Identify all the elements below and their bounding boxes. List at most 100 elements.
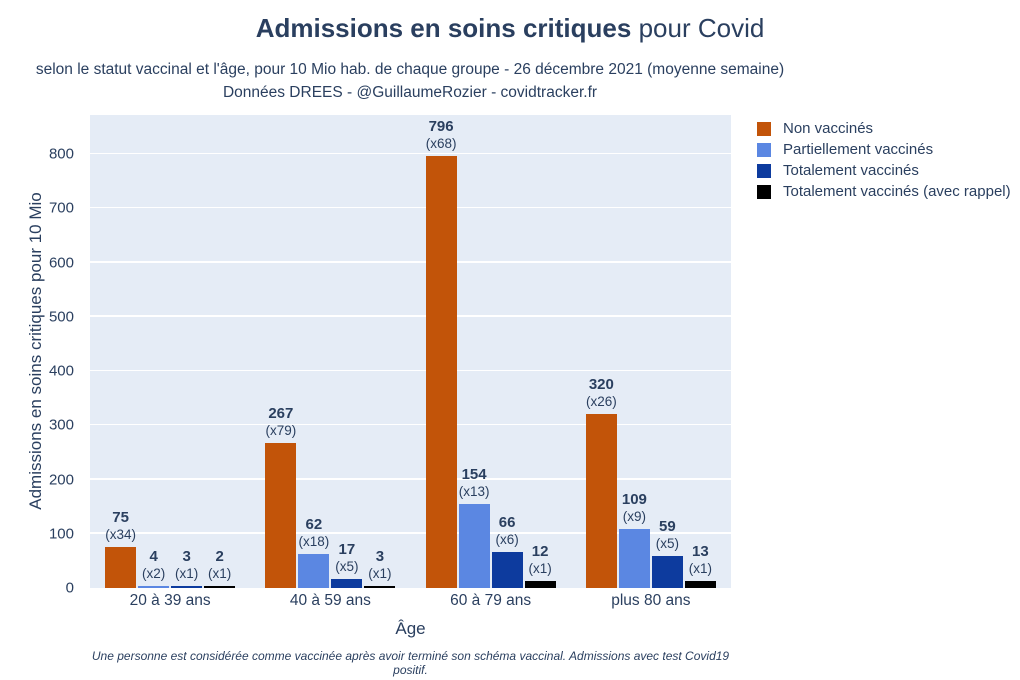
- bar-value-label: 320: [588, 376, 614, 394]
- bar[interactable]: [331, 579, 363, 588]
- y-tick-label: 200: [48, 471, 74, 489]
- gridline: [90, 532, 731, 534]
- legend: Non vaccinés Partiellement vaccinés Totale…: [757, 120, 1011, 200]
- bar-wrap: 62 (x18): [298, 516, 330, 588]
- bar-wrap: 2 (x1): [204, 548, 236, 588]
- bar-label: 75 (x34): [105, 509, 136, 544]
- bar-multiplier-label: (x79): [265, 423, 297, 439]
- bar-multiplier-label: (x68): [425, 136, 457, 152]
- bar-multiplier-label: (x1): [528, 561, 552, 577]
- bar[interactable]: [105, 547, 137, 588]
- bar[interactable]: [524, 581, 556, 588]
- bar[interactable]: [491, 552, 523, 588]
- bar[interactable]: [138, 586, 170, 588]
- bar-value-label: 154: [461, 466, 487, 484]
- bar-group: 796 (x68) 154 (x13) 66 (x6) 12 (x1): [411, 118, 571, 588]
- bar-value-label: 4: [149, 548, 158, 566]
- bar[interactable]: [618, 529, 650, 588]
- bar-wrap: 154 (x13): [458, 466, 490, 588]
- bar[interactable]: [425, 156, 457, 588]
- legend-item[interactable]: Non vaccinés: [757, 120, 1011, 137]
- bar-multiplier-label: (x1): [175, 566, 199, 582]
- bar-value-label: 66: [498, 514, 516, 532]
- y-tick-label: 100: [48, 525, 74, 543]
- chart-source-line: Données DREES - @GuillaumeRozier - covid…: [222, 84, 598, 101]
- bar-wrap: 267 (x79): [265, 405, 297, 588]
- bar-value-label: 109: [621, 491, 647, 509]
- gridline: [90, 152, 731, 155]
- chart-title-main: Admissions en soins critiques: [255, 13, 632, 43]
- x-tick-label: 40 à 59 ans: [289, 592, 371, 609]
- gridline: [90, 315, 731, 317]
- bar-groups: 75 (x34) 4 (x2) 3 (x1) 2 (x1) 267 (x79) 62 (x18) 17(…: [90, 115, 731, 588]
- bar-multiplier-label: (x18): [298, 534, 330, 550]
- bar-value-label: 59: [659, 518, 676, 536]
- bar-multiplier-label: (x2): [142, 566, 166, 582]
- x-axis-title: Âge: [395, 619, 426, 638]
- legend-swatch: [757, 163, 771, 178]
- legend-swatch: [757, 121, 771, 136]
- legend-item[interactable]: Totalement vaccinés: [757, 162, 1011, 179]
- gridline: [90, 261, 731, 263]
- bar-multiplier-label: (x9): [622, 509, 646, 525]
- plot-area: 75 (x34) 4 (x2) 3 (x1) 2 (x1) 267 (x79) 62 (x18) 17(…: [90, 115, 731, 588]
- bar[interactable]: [171, 586, 203, 588]
- bar-group: 75 (x34) 4 (x2) 3 (x1) 2 (x1): [90, 509, 250, 588]
- legend-item[interactable]: Partiellement vaccinés: [757, 141, 1011, 158]
- bar-label: 66 (x6): [496, 514, 519, 549]
- legend-swatch: [757, 184, 771, 199]
- bar[interactable]: [651, 556, 683, 588]
- legend-swatch: [757, 142, 771, 157]
- bar-value-label: 17: [338, 541, 356, 559]
- y-tick-label: 0: [65, 579, 74, 597]
- legend-label: Totalement vaccinés (avec rappel): [783, 183, 1011, 200]
- legend-item[interactable]: Totalement vaccinés (avec rappel): [757, 183, 1011, 200]
- bar-wrap: 3 (x1): [364, 548, 396, 588]
- bar-value-label: 2: [215, 548, 224, 566]
- bar-label: 320 (x26): [586, 376, 617, 411]
- bar-label: 3 (x1): [175, 548, 198, 583]
- bar-multiplier-label: (x1): [208, 566, 232, 582]
- gridline: [90, 423, 731, 426]
- chart-title: Admissions en soins critiques pour Covid: [0, 13, 1020, 44]
- bar-wrap: 109 (x9): [618, 491, 650, 588]
- bar-label: 109 (x9): [622, 491, 647, 526]
- bar[interactable]: [458, 504, 490, 588]
- bar[interactable]: [265, 443, 297, 588]
- bar-value-label: 12: [531, 543, 549, 561]
- bar-wrap: 320 (x26): [585, 376, 617, 588]
- bar-group: 320 (x26) 109 (x9) 59 (x5) 13 (x1): [571, 376, 731, 588]
- bar-value-label: 3: [375, 548, 385, 566]
- y-tick-label: 700: [48, 199, 74, 217]
- bar-wrap: 17 (x5): [331, 541, 363, 588]
- x-tick-label: plus 80 ans: [611, 592, 691, 609]
- bar[interactable]: [684, 581, 716, 588]
- bar-wrap: 13 (x1): [684, 543, 716, 588]
- chart-subtitle: selon le statut vaccinal et l'âge, pour …: [35, 61, 785, 78]
- y-tick-label: 300: [48, 416, 74, 434]
- y-tick-label: 600: [48, 254, 74, 272]
- x-tick-label: 60 à 79 ans: [450, 592, 532, 609]
- y-tick-label: 500: [48, 308, 74, 326]
- bar-wrap: 75 (x34): [105, 509, 137, 588]
- footnote: Une personne est considérée comme vaccin…: [91, 649, 730, 677]
- bar[interactable]: [298, 554, 330, 588]
- bar-value-label: 3: [182, 548, 191, 566]
- x-axis-ticks: 20 à 39 ans 40 à 59 ans 60 à 79 ans plus 80…: [90, 592, 731, 610]
- gridline: [90, 206, 731, 209]
- bar-wrap: 796 (x68): [425, 118, 457, 588]
- legend-label: Non vaccinés: [783, 120, 874, 137]
- bar[interactable]: [585, 414, 617, 588]
- y-tick-label: 400: [48, 362, 74, 380]
- bar-wrap: 4 (x2): [138, 548, 170, 588]
- bar-label: 12 (x1): [529, 543, 552, 578]
- legend-label: Partiellement vaccinés: [783, 141, 934, 158]
- bar-multiplier-label: (x1): [368, 566, 392, 582]
- y-axis-ticks: 0 100 200 300 400 500 600 700 800: [0, 115, 82, 597]
- bar[interactable]: [364, 586, 396, 588]
- bar-multiplier-label: (x6): [495, 532, 519, 548]
- bar-label: 796 (x68): [426, 118, 457, 153]
- bar[interactable]: [204, 586, 236, 588]
- gridline: [90, 478, 731, 480]
- bar-label: 13 (x1): [689, 543, 712, 578]
